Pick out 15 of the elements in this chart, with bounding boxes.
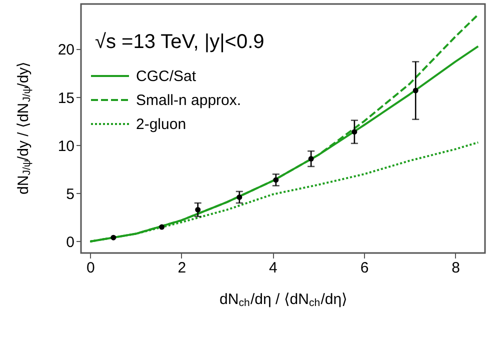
x-tick-label: 2: [178, 260, 186, 276]
x-tick-label: 0: [86, 260, 95, 276]
y-tick-label: 20: [58, 42, 74, 59]
y-tick-label: 0: [66, 234, 74, 251]
y-tick-label: 5: [66, 186, 74, 203]
x-tick-label: 8: [452, 260, 460, 276]
x-tick-label: 6: [360, 260, 369, 276]
y-tick-label: 15: [58, 90, 74, 107]
y-axis-title: dNJ/ψ/dy / ⟨dNJ/ψ/dy⟩: [15, 61, 33, 194]
legend-label: Small-n approx.: [136, 92, 242, 109]
x-tick-label: 4: [269, 260, 278, 276]
y-tick-label: 10: [58, 138, 74, 155]
legend-label: 2-gluon: [136, 116, 186, 133]
annotation: √s =13 TeV, |y|<0.9: [95, 31, 264, 53]
legend-label: CGC/Sat: [136, 68, 197, 85]
